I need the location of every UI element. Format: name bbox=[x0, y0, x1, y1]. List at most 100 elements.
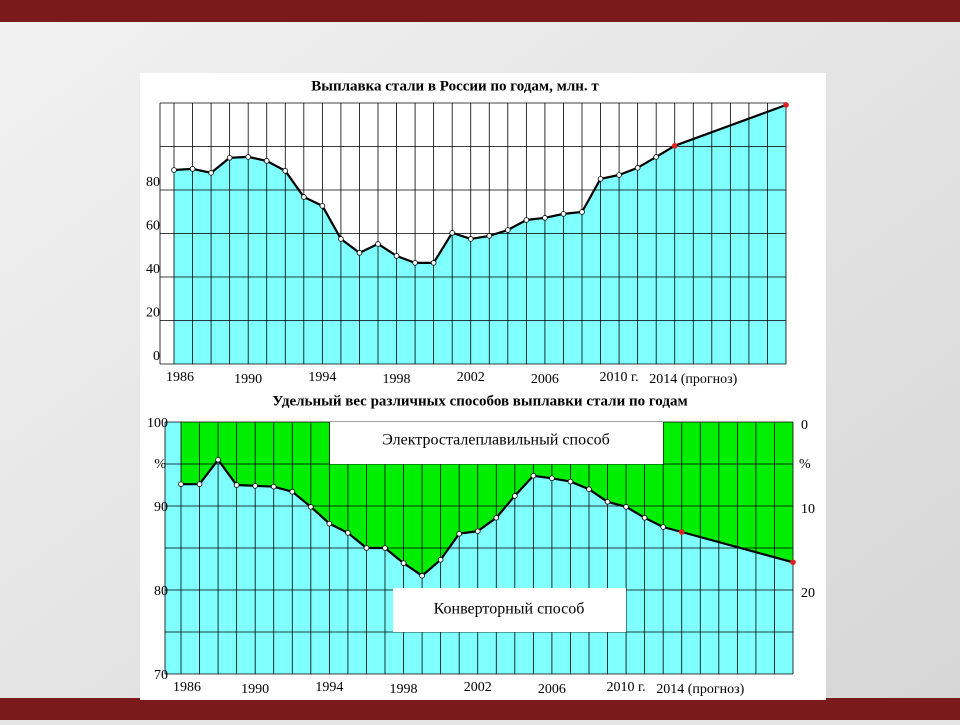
point bbox=[363, 545, 370, 551]
y-tick-label: 40 bbox=[146, 262, 160, 277]
x-tick-label: 1994 bbox=[315, 680, 343, 695]
x-tick-label: 2002 bbox=[464, 680, 492, 695]
bottom-bar bbox=[0, 698, 960, 720]
point bbox=[579, 209, 585, 215]
point bbox=[678, 529, 685, 535]
point bbox=[486, 233, 493, 239]
y-tick-label: 90 bbox=[154, 500, 168, 515]
point bbox=[567, 478, 574, 485]
point bbox=[419, 572, 425, 579]
point bbox=[634, 165, 641, 171]
point bbox=[467, 236, 474, 242]
x-tick-label: 2010 г. bbox=[600, 370, 639, 385]
point bbox=[671, 143, 678, 149]
y2-tick-label: 0 bbox=[801, 418, 808, 433]
point bbox=[189, 166, 196, 172]
point bbox=[542, 215, 548, 221]
point bbox=[474, 528, 481, 534]
point bbox=[178, 481, 184, 487]
y-tick-label: 20 bbox=[146, 306, 160, 321]
x-tick-label: 1994 bbox=[308, 370, 336, 385]
point bbox=[400, 560, 407, 566]
point bbox=[338, 236, 344, 242]
x-tick-label: 2002 bbox=[457, 370, 485, 385]
y-tick-label: 80 bbox=[146, 175, 160, 190]
point bbox=[382, 545, 388, 551]
point bbox=[586, 486, 592, 493]
x-tick-label: 1998 bbox=[383, 372, 411, 387]
point bbox=[356, 250, 363, 256]
point bbox=[319, 203, 326, 209]
point bbox=[375, 241, 381, 247]
point bbox=[623, 504, 629, 510]
label-box bbox=[330, 422, 663, 464]
x-tick-label: 2006 bbox=[531, 372, 559, 387]
y-tick-label: 100 bbox=[147, 416, 168, 431]
point bbox=[245, 154, 251, 160]
x-tick-label: 2006 bbox=[538, 682, 566, 697]
x-tick-label: 1990 bbox=[234, 372, 262, 387]
point bbox=[523, 217, 530, 223]
point bbox=[790, 559, 796, 566]
point bbox=[308, 504, 314, 510]
point bbox=[393, 253, 400, 259]
point bbox=[270, 483, 277, 490]
point bbox=[449, 230, 455, 236]
point bbox=[301, 194, 307, 200]
point bbox=[430, 260, 437, 266]
point bbox=[505, 227, 511, 233]
point bbox=[289, 488, 296, 495]
y-tick-label: 0 bbox=[153, 349, 160, 364]
y2-unit: % bbox=[799, 457, 811, 472]
x-tick-label: 1990 bbox=[241, 682, 269, 697]
y2-tick-label: 20 bbox=[801, 586, 815, 601]
point bbox=[616, 172, 622, 178]
point bbox=[783, 102, 789, 108]
chart-share: Удельный вес различных способов выплавки… bbox=[147, 393, 815, 697]
point bbox=[530, 472, 537, 479]
y2-tick-label: 10 bbox=[801, 502, 815, 517]
point bbox=[196, 481, 203, 487]
chart-title: Выплавка стали в России по годам, млн. т bbox=[311, 78, 599, 94]
point bbox=[233, 482, 240, 488]
point bbox=[345, 530, 351, 536]
point bbox=[208, 170, 214, 176]
point bbox=[549, 475, 555, 482]
point bbox=[493, 514, 500, 521]
x-tick-label: 1986 bbox=[166, 370, 194, 385]
x-tick-label: 2014 (прогноз) bbox=[656, 682, 744, 697]
x-tick-label: 2010 г. bbox=[607, 680, 646, 695]
point bbox=[560, 211, 567, 217]
point bbox=[412, 260, 418, 266]
point bbox=[641, 514, 648, 521]
chart-production: Выплавка стали в России по годам, млн. т… bbox=[146, 78, 789, 387]
point bbox=[252, 483, 258, 489]
label-box bbox=[393, 588, 626, 632]
y-tick-label: 60 bbox=[146, 219, 160, 234]
x-tick-label: 1998 bbox=[390, 682, 418, 697]
point bbox=[456, 530, 462, 537]
x-tick-label: 2014 (прогноз) bbox=[649, 372, 737, 387]
top-bar bbox=[0, 0, 960, 22]
point bbox=[226, 155, 233, 161]
point bbox=[437, 556, 444, 563]
point bbox=[282, 168, 289, 174]
point bbox=[215, 456, 221, 463]
x-tick-label: 1986 bbox=[173, 680, 201, 695]
point bbox=[171, 167, 177, 173]
y-tick-label: 70 bbox=[154, 668, 168, 683]
point bbox=[263, 158, 270, 164]
point bbox=[597, 176, 604, 182]
y-tick-label: 80 bbox=[154, 584, 168, 599]
point bbox=[660, 524, 666, 530]
point bbox=[604, 498, 611, 505]
point bbox=[326, 520, 333, 527]
lower-label: Конверторный способ bbox=[434, 601, 585, 618]
point bbox=[512, 493, 518, 499]
y-unit: % bbox=[154, 457, 166, 472]
lower-area bbox=[181, 459, 793, 674]
chart-title: Удельный вес различных способов выплавки… bbox=[272, 393, 687, 409]
upper-label: Электросталеплавильный способ bbox=[382, 432, 609, 449]
